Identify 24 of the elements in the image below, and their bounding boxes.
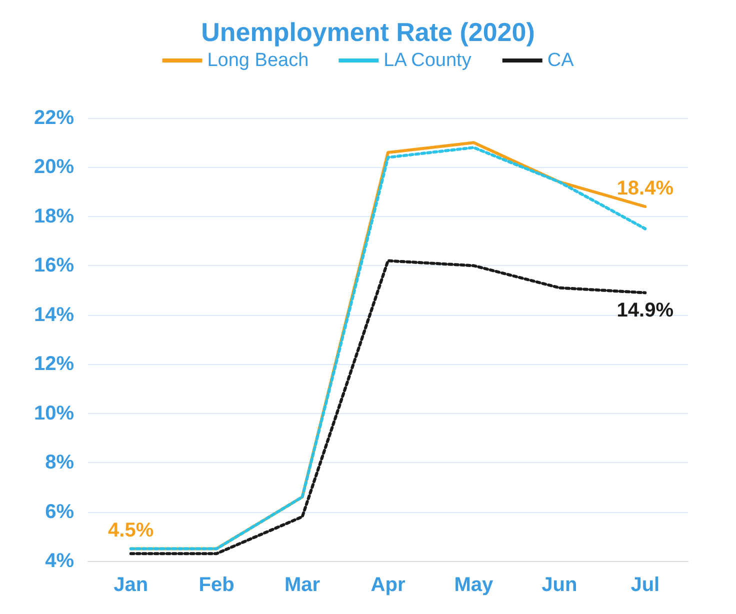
legend-label: LA County [384, 50, 472, 71]
x-tick-label: Jan [114, 574, 148, 596]
x-tick-label: Jul [630, 574, 660, 596]
data-label: 4.5% [108, 520, 154, 542]
data-label: 14.9% [616, 300, 674, 322]
y-tick-label: 10% [34, 402, 74, 424]
data-label: 18.4% [616, 178, 674, 200]
y-tick-label: 18% [34, 205, 74, 228]
y-tick-label: 4% [45, 550, 74, 572]
x-tick-label: Feb [198, 574, 234, 596]
y-tick-label: 8% [45, 452, 74, 474]
legend-label: CA [547, 50, 574, 71]
legend-label: Long Beach [207, 50, 309, 71]
x-tick-label: May [454, 574, 494, 596]
y-tick-label: 12% [34, 353, 74, 376]
y-tick-label: 22% [34, 107, 74, 129]
x-tick-label: Mar [284, 574, 320, 596]
y-tick-label: 14% [34, 304, 74, 326]
x-tick-label: Jun [542, 574, 578, 596]
x-tick-label: Apr [370, 574, 406, 596]
y-tick-label: 6% [45, 500, 74, 523]
y-tick-label: 16% [34, 254, 74, 277]
chart-title: Unemployment Rate (2020) [201, 17, 535, 47]
y-tick-label: 20% [34, 156, 74, 178]
